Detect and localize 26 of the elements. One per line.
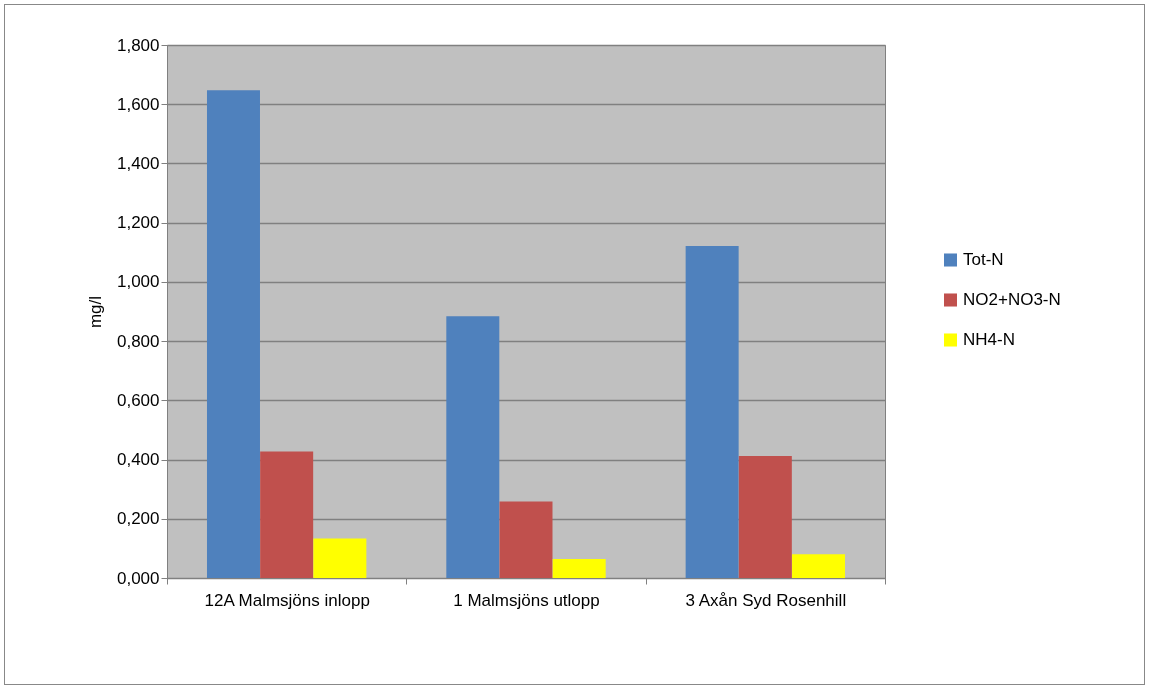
legend-label: NO2+NO3-N	[963, 290, 1061, 309]
bar	[552, 559, 606, 578]
y-tick-label: 0,800	[116, 331, 160, 351]
x-tick-label: 3 Axån Syd Rosenhill	[685, 590, 847, 610]
legend-label: NH4-N	[963, 330, 1015, 349]
y-tick-label: 1,000	[116, 272, 160, 292]
y-axis-title: mg/l	[85, 295, 105, 329]
bar	[685, 246, 739, 578]
bar	[206, 90, 260, 578]
y-tick-label: 0,200	[116, 509, 160, 529]
bar	[738, 456, 792, 578]
y-tick-label: 1,600	[116, 94, 160, 114]
y-tick-label: 1,200	[116, 213, 160, 233]
y-tick-label: 0,400	[116, 450, 160, 470]
x-tick-label: 1 Malmsjöns utlopp	[453, 590, 600, 610]
x-tick-label: 12A Malmsjöns inlopp	[204, 590, 370, 610]
bar	[313, 538, 367, 578]
bar	[792, 554, 846, 578]
y-tick-label: 1,800	[116, 35, 160, 55]
bar	[499, 501, 553, 578]
bar	[446, 316, 500, 578]
bar	[260, 451, 314, 578]
y-tick-label: 0,600	[116, 390, 160, 410]
y-tick-label: 1,400	[116, 153, 160, 173]
legend-label: Tot-N	[963, 250, 1004, 269]
y-tick-label: 0,000	[116, 568, 160, 588]
